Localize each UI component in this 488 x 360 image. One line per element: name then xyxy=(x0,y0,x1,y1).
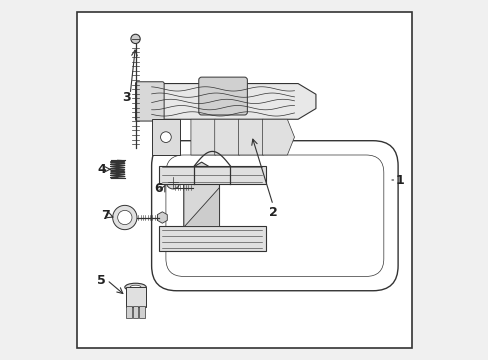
Polygon shape xyxy=(190,119,223,155)
FancyBboxPatch shape xyxy=(198,77,247,115)
FancyBboxPatch shape xyxy=(135,82,164,121)
Polygon shape xyxy=(151,119,180,155)
Polygon shape xyxy=(132,306,138,318)
Polygon shape xyxy=(159,166,265,184)
FancyBboxPatch shape xyxy=(151,141,397,291)
Ellipse shape xyxy=(130,285,141,289)
Text: 6: 6 xyxy=(154,183,163,195)
Circle shape xyxy=(160,132,171,143)
Text: 4: 4 xyxy=(97,163,106,176)
Ellipse shape xyxy=(124,283,146,291)
Circle shape xyxy=(131,34,140,44)
Circle shape xyxy=(112,205,137,230)
Polygon shape xyxy=(159,226,265,251)
Text: 2: 2 xyxy=(268,206,277,219)
Polygon shape xyxy=(183,187,219,226)
Polygon shape xyxy=(137,84,315,119)
Polygon shape xyxy=(126,306,132,318)
Circle shape xyxy=(166,175,180,189)
Text: 7: 7 xyxy=(101,209,109,222)
Polygon shape xyxy=(262,119,294,155)
Polygon shape xyxy=(214,119,246,155)
Polygon shape xyxy=(125,287,145,307)
Text: 3: 3 xyxy=(122,91,131,104)
Polygon shape xyxy=(238,119,270,155)
FancyBboxPatch shape xyxy=(77,12,411,348)
Text: 5: 5 xyxy=(97,274,106,287)
Text: 1: 1 xyxy=(395,174,404,186)
Polygon shape xyxy=(139,306,144,318)
Circle shape xyxy=(118,210,132,225)
Polygon shape xyxy=(183,162,219,226)
